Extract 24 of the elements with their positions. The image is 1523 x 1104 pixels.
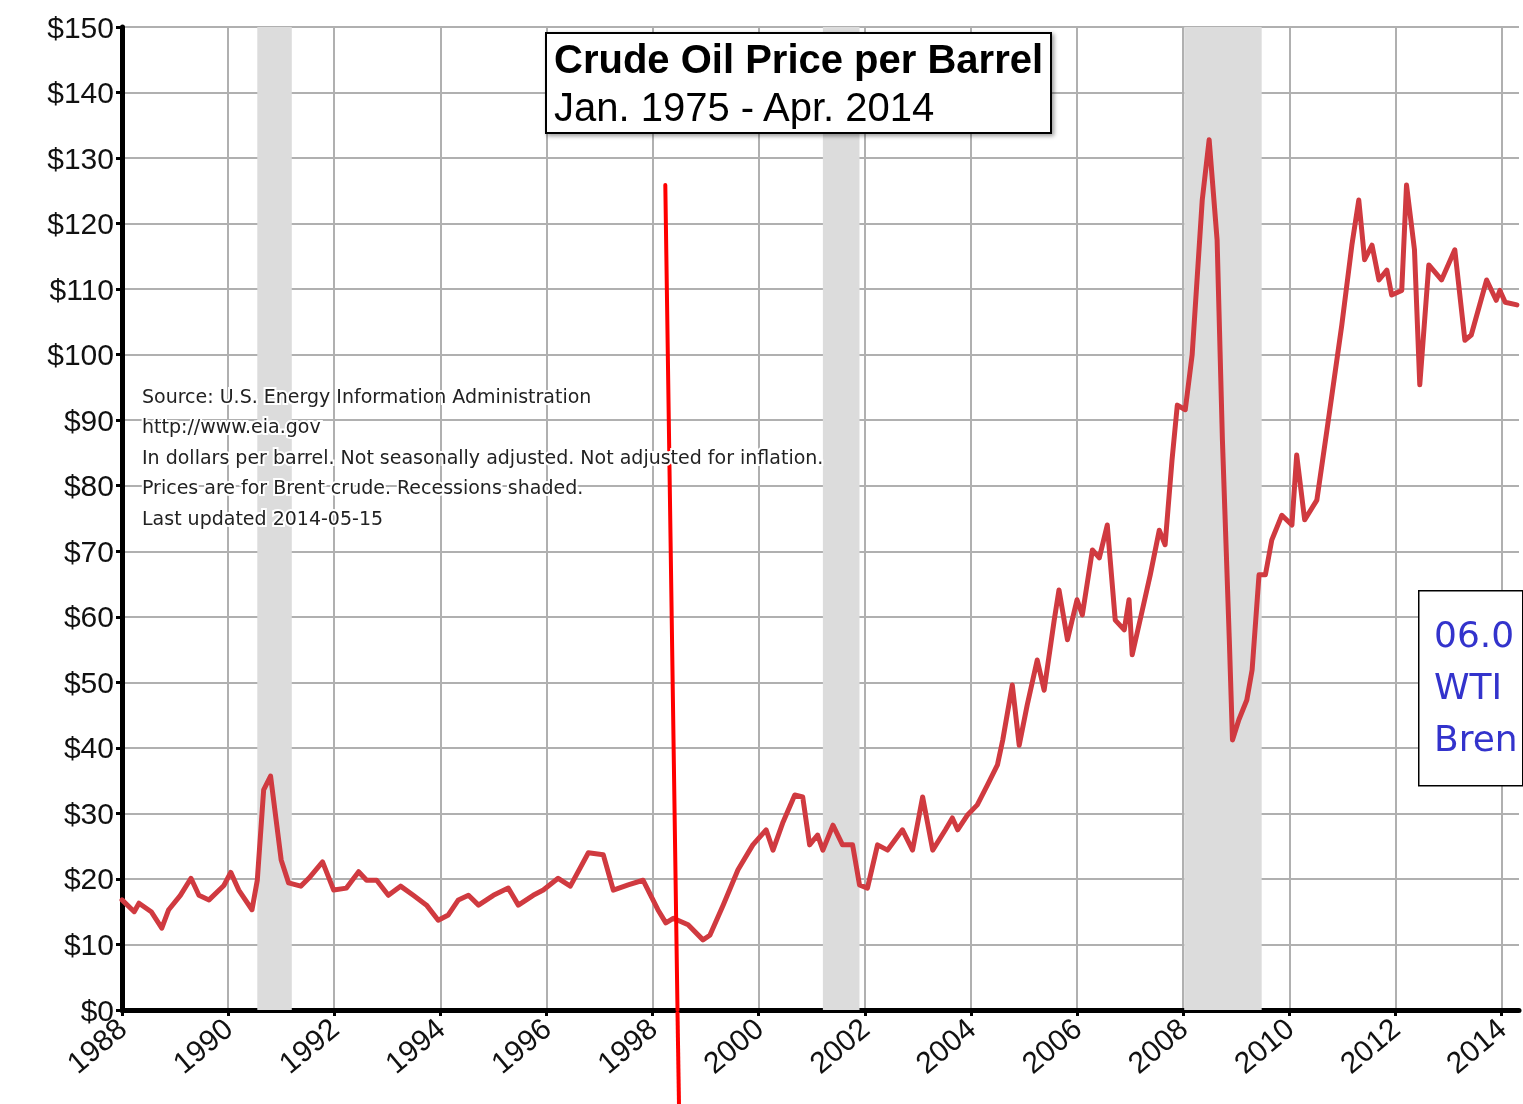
- y-tick-label: $90: [63, 403, 114, 437]
- y-tick-label: $60: [63, 600, 114, 634]
- annotation: 06.0: [1434, 613, 1515, 655]
- y-tick-label: $30: [63, 796, 114, 830]
- y-tick-label: $140: [47, 76, 114, 110]
- annotation: Last updated 2014-05-15: [142, 506, 384, 529]
- annotation: Source: U.S. Energy Information Administration: [142, 384, 592, 407]
- y-tick-label: $20: [63, 862, 114, 896]
- y-tick-label: $110: [49, 272, 114, 306]
- text: Jan. 1975 - Apr. 2014: [554, 85, 935, 129]
- y-tick-label: $130: [47, 141, 114, 175]
- chart-title: Crude Oil Price per Barrel: [554, 37, 1044, 81]
- y-tick-label: $80: [63, 469, 114, 503]
- y-tick-label: $40: [63, 731, 114, 765]
- y-tick-label: $70: [63, 534, 114, 568]
- annotation: Bren: [1434, 717, 1518, 759]
- y-tick-label: $150: [47, 10, 114, 44]
- y-tick-label: $120: [47, 207, 114, 241]
- annotation: WTI: [1434, 665, 1503, 707]
- y-tick-label: $100: [47, 338, 114, 372]
- annotation: http://www.eia.gov: [142, 415, 321, 437]
- y-tick-label: $50: [63, 665, 114, 699]
- annotation: Prices are for Brent crude. Recessions shaded.: [142, 476, 584, 498]
- y-tick-label: $10: [63, 927, 114, 961]
